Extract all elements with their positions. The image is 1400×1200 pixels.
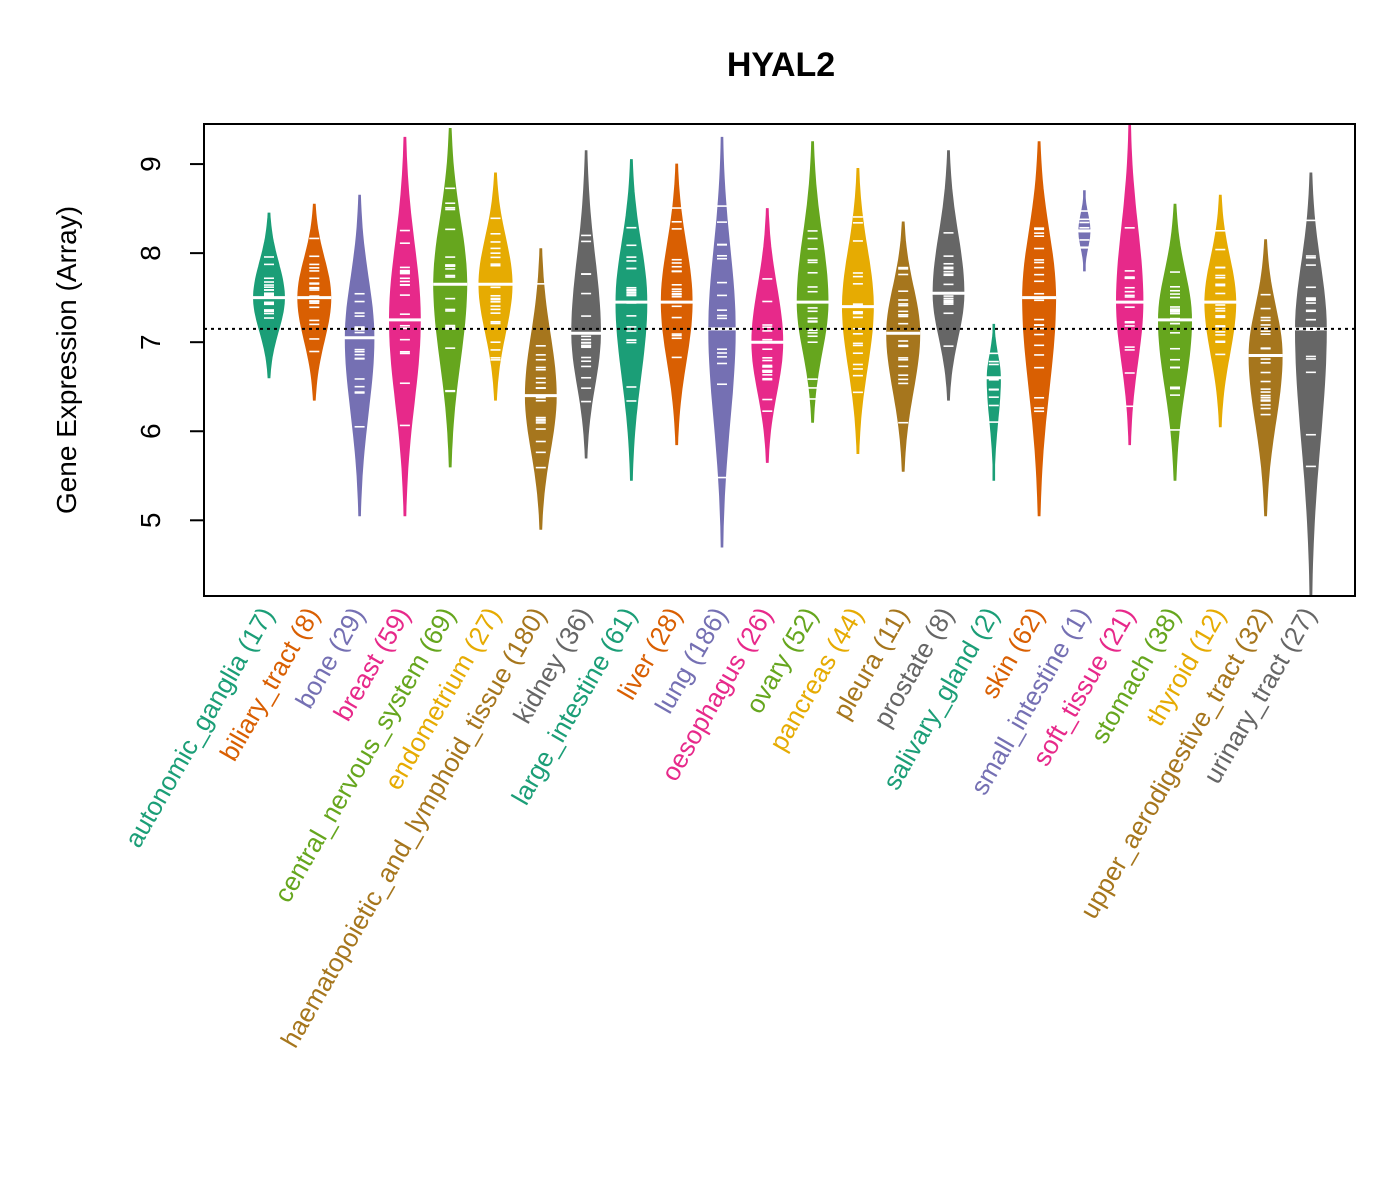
violin-15	[931, 150, 966, 401]
y-axis-label: Gene Expression (Array)	[51, 206, 82, 514]
violin-13	[840, 168, 875, 454]
violin-body	[571, 150, 601, 459]
violin-body	[1115, 123, 1144, 446]
y-tick-label: 8	[135, 245, 166, 261]
violin-2	[342, 194, 377, 517]
violin-21	[1203, 194, 1238, 428]
violin-20	[1157, 203, 1193, 481]
x-axis-labels: autonomic_ganglia (17)biliary_tract (8)b…	[118, 602, 1322, 1053]
y-axis: 5 6 7 8 9	[135, 156, 204, 528]
violin-18	[1067, 190, 1102, 272]
violin-body	[388, 136, 421, 517]
violin-body	[1248, 239, 1283, 517]
violin-body	[796, 141, 829, 423]
y-tick-label: 5	[135, 513, 166, 529]
violin-3	[387, 136, 422, 517]
violin-body	[660, 163, 693, 446]
violin-body	[615, 159, 648, 481]
y-tick-label: 6	[135, 423, 166, 439]
chart-title: HYAL2	[727, 46, 835, 84]
violin-6	[523, 248, 558, 530]
violin-body	[433, 128, 468, 468]
violin-body	[1157, 203, 1193, 481]
violin-body	[986, 323, 1001, 481]
violin-19	[1112, 123, 1147, 446]
violin-1	[297, 203, 332, 401]
violin-4	[433, 128, 468, 468]
violin-body	[708, 136, 736, 548]
violin-body	[1294, 172, 1327, 597]
violin-23	[1293, 172, 1328, 597]
violin-5	[478, 172, 513, 401]
violin-10	[705, 136, 739, 548]
violins	[252, 123, 1328, 597]
violin-9	[659, 163, 694, 446]
violin-11	[750, 208, 785, 463]
violin-body	[751, 208, 784, 463]
y-tick-label: 9	[135, 156, 166, 172]
violin-14	[886, 221, 921, 472]
violin-12	[795, 141, 830, 423]
violin-8	[614, 159, 649, 481]
y-tick-label: 7	[135, 334, 166, 350]
violin-0	[252, 212, 286, 379]
violin-16	[976, 323, 1011, 481]
violin-22	[1248, 239, 1283, 517]
plot-frame	[203, 123, 1356, 597]
violin-7	[569, 150, 604, 459]
violin-body	[842, 168, 874, 454]
